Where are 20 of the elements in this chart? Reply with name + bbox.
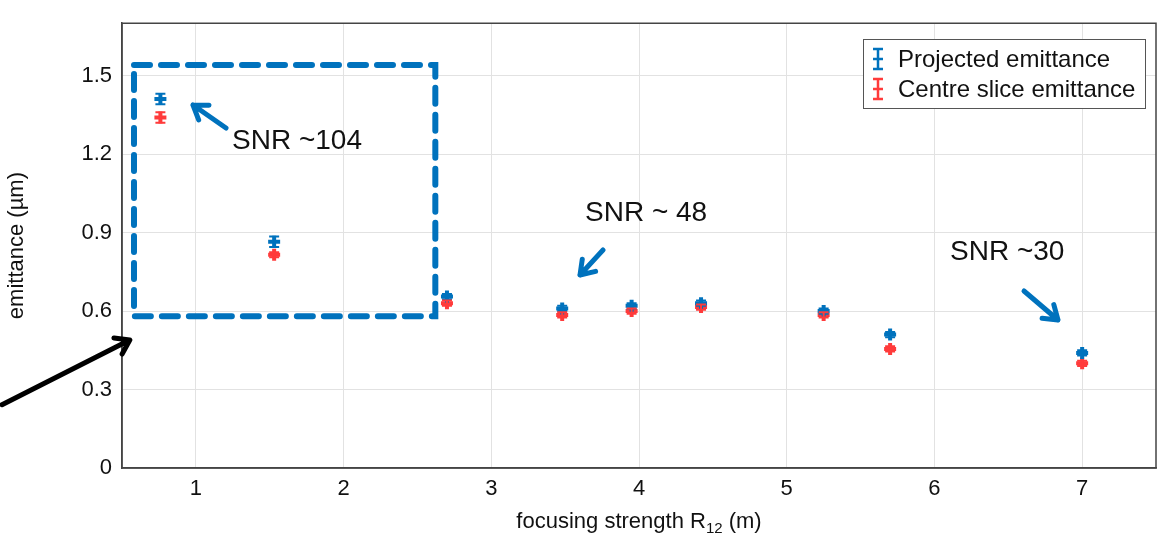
annotation: SNR ~30 — [950, 235, 1065, 267]
legend-label: Projected emittance — [898, 44, 1111, 75]
annotation: SNR ~ 48 — [585, 196, 708, 228]
x-tick-label: 3 — [485, 475, 498, 501]
y-tick-label: 0.9 — [81, 218, 112, 244]
y-tick-label: 1.5 — [81, 61, 112, 87]
y-tick-label: 0 — [99, 454, 112, 480]
annotation: SNR ~104 — [232, 124, 362, 156]
y-tick-label: 0.6 — [81, 297, 112, 323]
x-tick-label: 1 — [189, 475, 202, 501]
x-tick-label: 6 — [928, 475, 941, 501]
y-axis-title: emittance (µm) — [3, 172, 29, 320]
x-tick-label: 4 — [632, 475, 646, 501]
legend-label: Centre slice emittance — [898, 74, 1136, 105]
x-tick-label: 7 — [1076, 475, 1089, 501]
y-tick-label: 1.2 — [81, 140, 112, 166]
x-tick-label: 5 — [780, 475, 793, 501]
x-axis-title: focusing strength R$_{12}$ (m) — [515, 508, 763, 537]
x-tick-label: 2 — [337, 475, 350, 501]
y-tick-label: 0.3 — [81, 375, 112, 401]
